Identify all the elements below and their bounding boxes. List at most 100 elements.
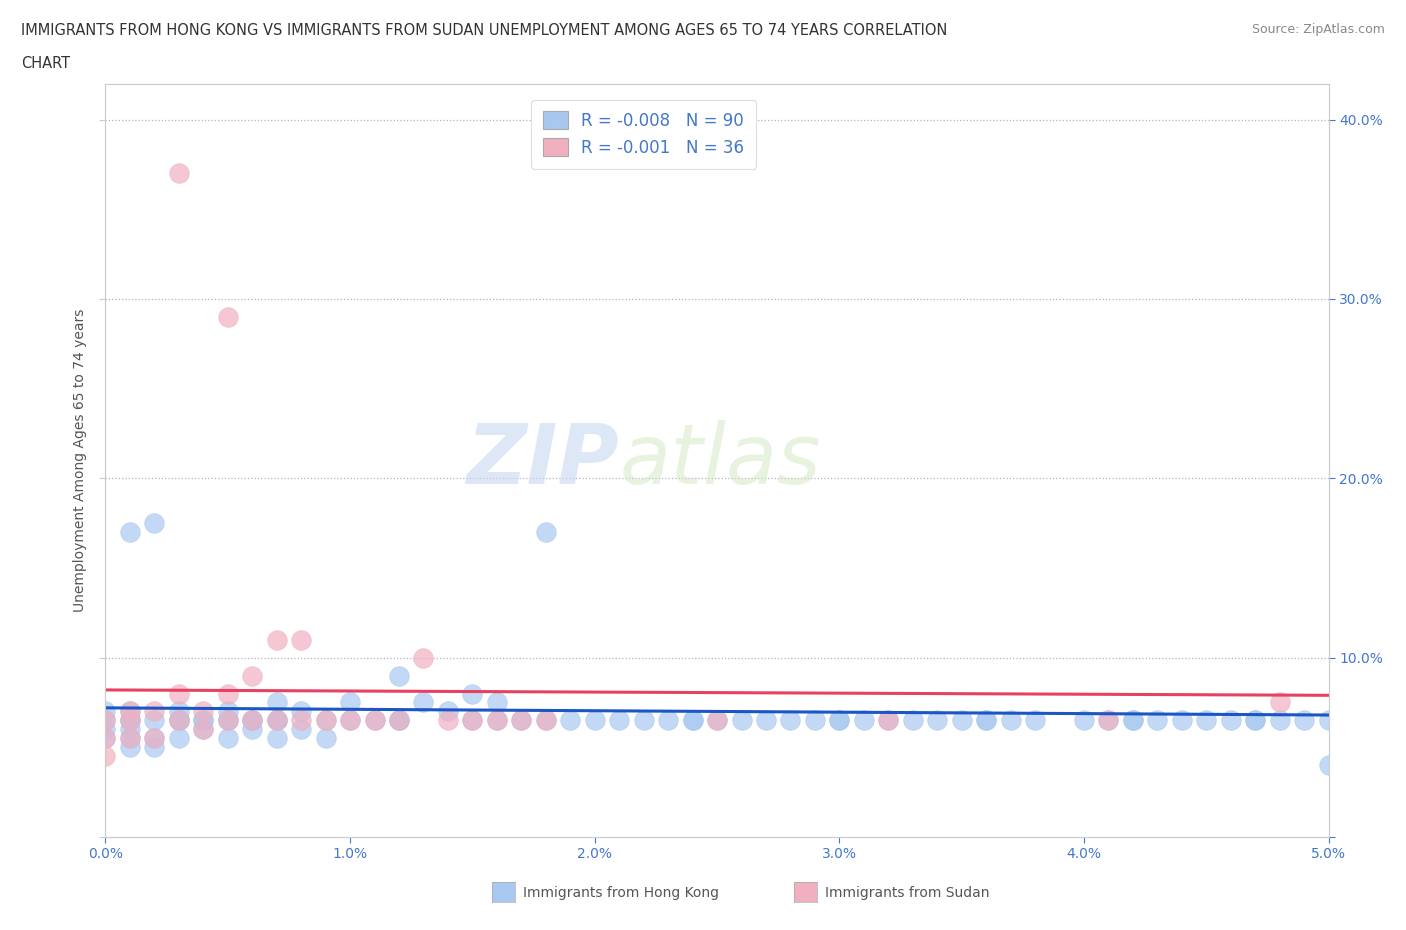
Point bbox=[315, 713, 337, 728]
Point bbox=[217, 686, 239, 701]
Point bbox=[266, 731, 288, 746]
Point bbox=[461, 713, 484, 728]
Point bbox=[412, 650, 434, 665]
Point bbox=[779, 713, 801, 728]
Point bbox=[388, 713, 411, 728]
Point bbox=[315, 731, 337, 746]
Point bbox=[877, 713, 900, 728]
Point bbox=[290, 722, 312, 737]
Point bbox=[1146, 713, 1168, 728]
Point bbox=[828, 713, 851, 728]
Point bbox=[339, 695, 361, 710]
Point bbox=[339, 713, 361, 728]
Point bbox=[485, 713, 508, 728]
Point bbox=[1317, 713, 1340, 728]
Point bbox=[94, 731, 117, 746]
Point bbox=[1294, 713, 1316, 728]
Point bbox=[143, 713, 166, 728]
Point bbox=[167, 713, 190, 728]
Point bbox=[363, 713, 385, 728]
Point bbox=[1073, 713, 1095, 728]
Point bbox=[118, 731, 141, 746]
Point bbox=[266, 632, 288, 647]
Point bbox=[804, 713, 827, 728]
Point bbox=[485, 713, 508, 728]
Text: IMMIGRANTS FROM HONG KONG VS IMMIGRANTS FROM SUDAN UNEMPLOYMENT AMONG AGES 65 TO: IMMIGRANTS FROM HONG KONG VS IMMIGRANTS … bbox=[21, 23, 948, 38]
Point bbox=[901, 713, 924, 728]
Point bbox=[388, 713, 411, 728]
Point bbox=[828, 713, 851, 728]
Text: CHART: CHART bbox=[21, 56, 70, 71]
Point bbox=[217, 731, 239, 746]
Point bbox=[94, 713, 117, 728]
Point bbox=[240, 722, 263, 737]
Point bbox=[485, 695, 508, 710]
Point bbox=[266, 713, 288, 728]
Point bbox=[852, 713, 875, 728]
Point bbox=[217, 310, 239, 325]
Text: atlas: atlas bbox=[619, 419, 821, 501]
Point bbox=[94, 722, 117, 737]
Point bbox=[388, 713, 411, 728]
Point bbox=[1097, 713, 1119, 728]
Point bbox=[339, 713, 361, 728]
Point bbox=[240, 713, 263, 728]
Point bbox=[240, 713, 263, 728]
Text: ZIP: ZIP bbox=[467, 419, 619, 501]
Point bbox=[510, 713, 533, 728]
Point bbox=[266, 695, 288, 710]
Point bbox=[706, 713, 728, 728]
Point bbox=[534, 713, 557, 728]
Point bbox=[266, 713, 288, 728]
Point bbox=[167, 713, 190, 728]
Point bbox=[534, 713, 557, 728]
Point bbox=[118, 713, 141, 728]
Point bbox=[1000, 713, 1022, 728]
Point bbox=[167, 713, 190, 728]
Point bbox=[706, 713, 728, 728]
Point bbox=[1024, 713, 1046, 728]
Point bbox=[143, 731, 166, 746]
Point bbox=[167, 686, 190, 701]
Point bbox=[143, 740, 166, 755]
Point bbox=[315, 713, 337, 728]
Point bbox=[534, 525, 557, 539]
Point bbox=[143, 515, 166, 530]
Point bbox=[94, 731, 117, 746]
Point bbox=[607, 713, 630, 728]
Point bbox=[437, 713, 460, 728]
Point bbox=[950, 713, 973, 728]
Point bbox=[1122, 713, 1144, 728]
Point bbox=[266, 713, 288, 728]
Point bbox=[94, 704, 117, 719]
Point bbox=[118, 704, 141, 719]
Point bbox=[412, 695, 434, 710]
Point bbox=[118, 740, 141, 755]
Point bbox=[217, 713, 239, 728]
Point bbox=[363, 713, 385, 728]
Point bbox=[1171, 713, 1194, 728]
Point bbox=[682, 713, 704, 728]
Point bbox=[167, 704, 190, 719]
Point bbox=[143, 731, 166, 746]
Legend: R = -0.008   N = 90, R = -0.001   N = 36: R = -0.008 N = 90, R = -0.001 N = 36 bbox=[531, 100, 756, 168]
Point bbox=[461, 713, 484, 728]
Point bbox=[290, 632, 312, 647]
Point bbox=[240, 668, 263, 683]
Point bbox=[633, 713, 655, 728]
Point bbox=[118, 713, 141, 728]
Point bbox=[437, 704, 460, 719]
Point bbox=[682, 713, 704, 728]
Point bbox=[193, 704, 215, 719]
Y-axis label: Unemployment Among Ages 65 to 74 years: Unemployment Among Ages 65 to 74 years bbox=[73, 309, 87, 612]
Point bbox=[193, 722, 215, 737]
Point bbox=[167, 731, 190, 746]
Point bbox=[560, 713, 582, 728]
Point bbox=[143, 704, 166, 719]
Point bbox=[1122, 713, 1144, 728]
Point bbox=[290, 713, 312, 728]
Point bbox=[118, 704, 141, 719]
Point bbox=[388, 668, 411, 683]
Point bbox=[1097, 713, 1119, 728]
Point bbox=[927, 713, 949, 728]
